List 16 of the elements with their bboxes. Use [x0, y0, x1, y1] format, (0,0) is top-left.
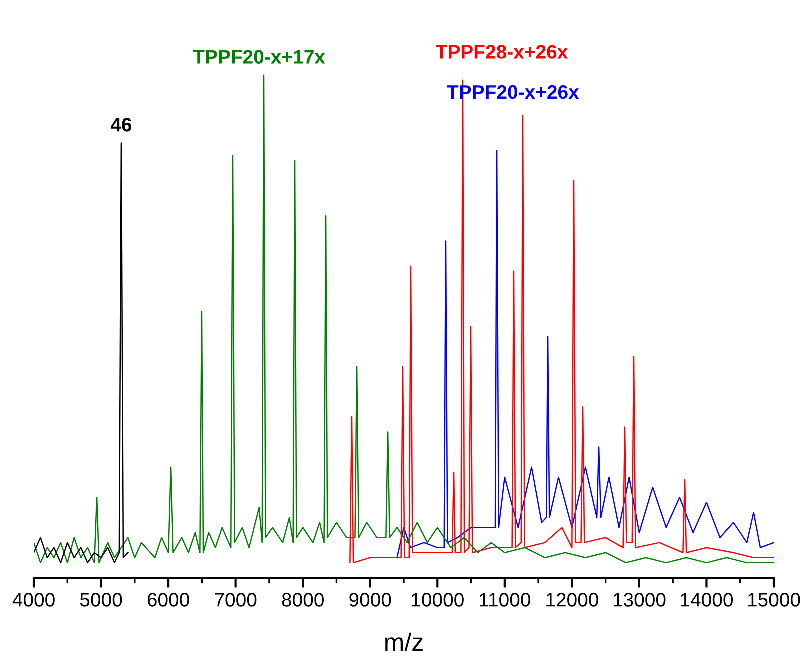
series-label: TPPF28-x+26x — [436, 45, 568, 59]
x-axis-title: m/z — [386, 632, 423, 652]
series-label: TPPF20-x+17x — [193, 50, 326, 64]
x-tick-label: 11000 — [480, 593, 530, 607]
x-tick-label: 4000 — [12, 593, 55, 607]
x-tick-label: 12000 — [546, 593, 598, 607]
x-tick-label: 14000 — [681, 593, 734, 607]
x-tick-label: 10000 — [412, 593, 464, 607]
x-tick-label: 5000 — [80, 593, 122, 607]
x-tick-label: 6000 — [148, 593, 190, 607]
x-tick-label: 9000 — [350, 593, 392, 607]
annotation: 46 — [110, 118, 132, 132]
x-tick-label: 8000 — [282, 593, 324, 607]
x-tick-label: 7000 — [215, 593, 257, 607]
x-tick-label: 13000 — [614, 593, 666, 607]
x-tick-label: 15000 — [748, 593, 800, 607]
